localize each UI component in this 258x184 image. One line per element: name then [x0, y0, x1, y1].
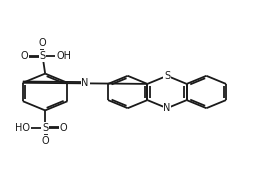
Text: O: O: [20, 51, 28, 61]
Text: N: N: [82, 78, 89, 88]
Text: S: S: [42, 123, 48, 133]
Text: S: S: [39, 51, 46, 61]
Text: O: O: [39, 38, 46, 48]
Text: O: O: [41, 136, 49, 146]
Text: OH: OH: [56, 51, 71, 61]
Text: O: O: [60, 123, 68, 133]
Text: N: N: [163, 103, 171, 113]
Text: HO: HO: [15, 123, 30, 133]
Text: S: S: [164, 71, 170, 81]
